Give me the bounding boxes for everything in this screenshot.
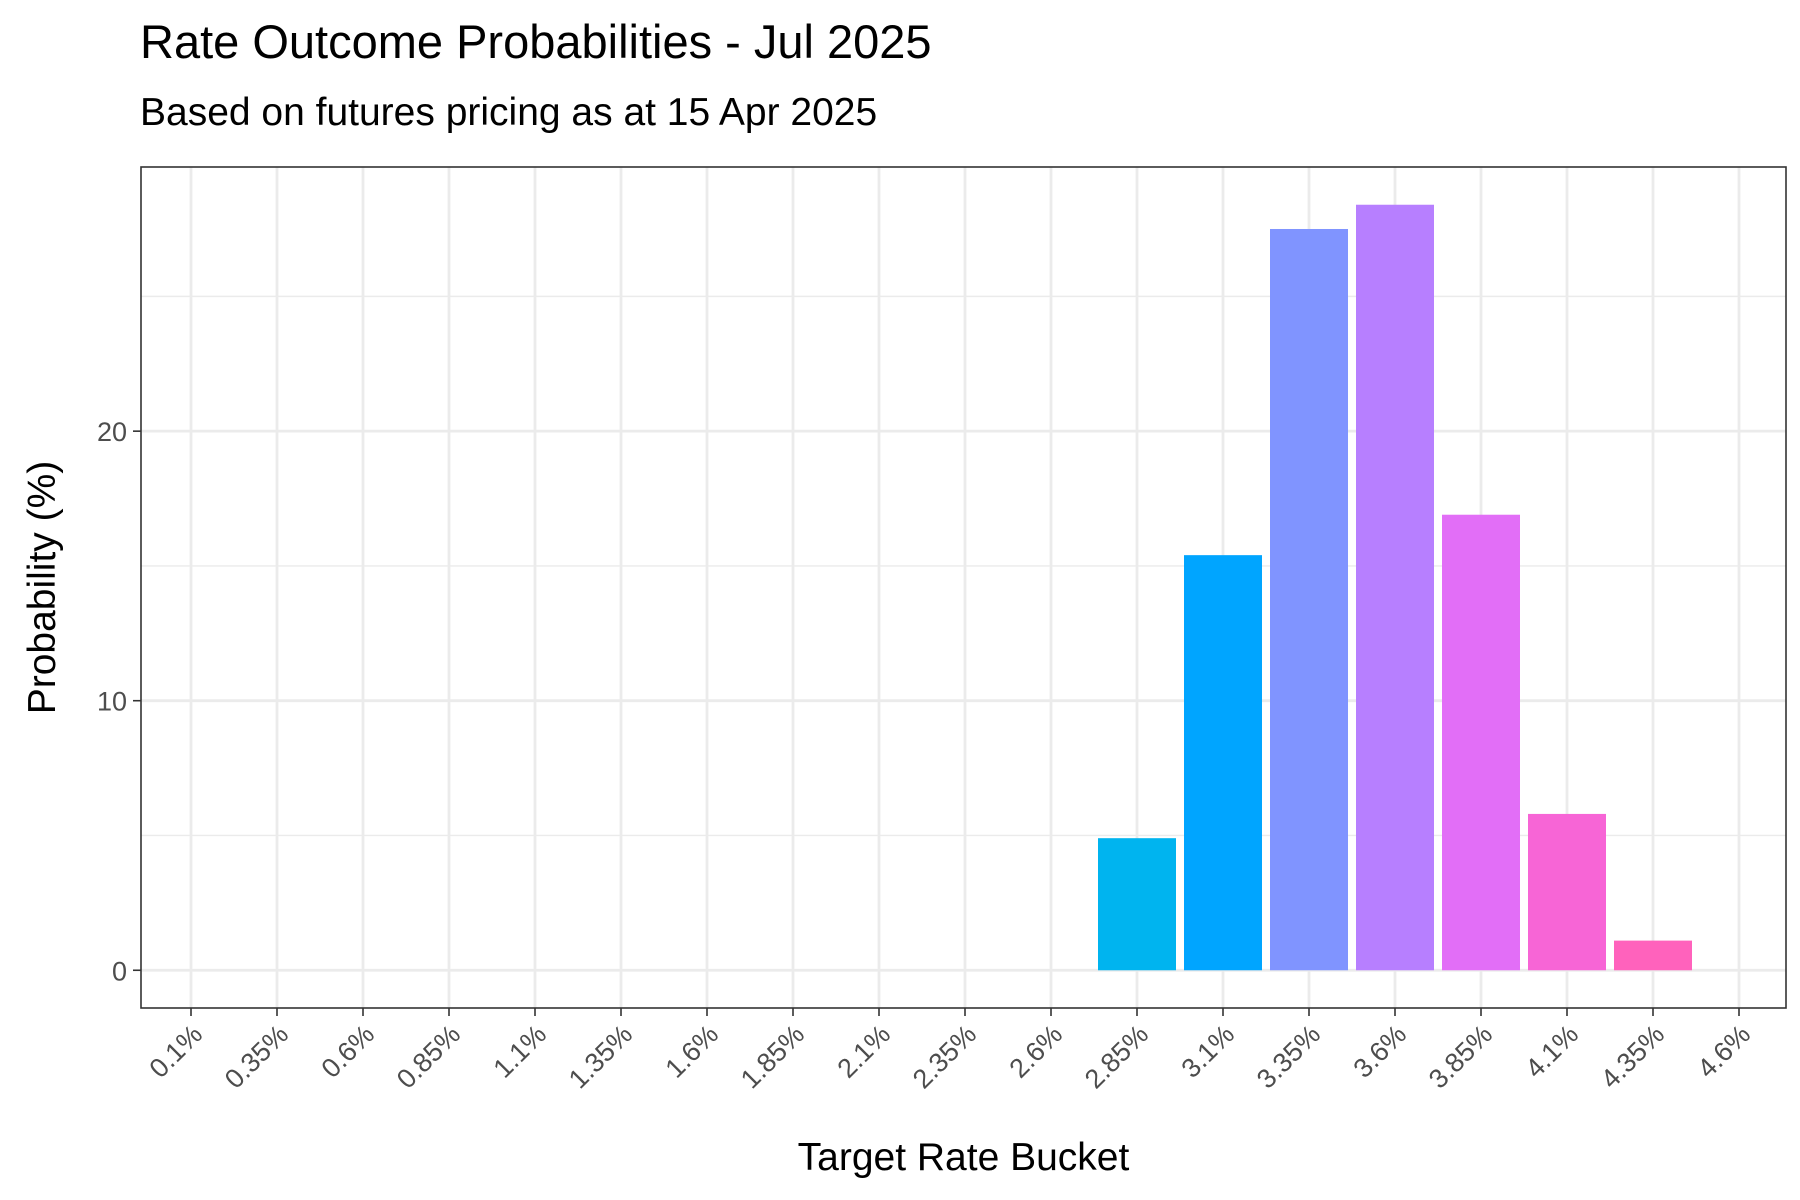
x-tick-label: 0.6%	[316, 1019, 381, 1084]
x-tick-label: 1.1%	[488, 1019, 553, 1084]
x-tick-label: 2.6%	[1004, 1019, 1069, 1084]
x-tick-label: 3.6%	[1348, 1019, 1413, 1084]
x-tick-label: 2.85%	[1079, 1019, 1154, 1094]
bar-3.85%	[1442, 514, 1520, 971]
bar-3.35%	[1270, 228, 1348, 971]
x-tick-label: 4.6%	[1692, 1019, 1757, 1084]
bar-2.85%	[1098, 838, 1176, 971]
bar-3.1%	[1184, 555, 1262, 971]
bar-4.1%	[1528, 813, 1606, 971]
y-tick-label: 20	[97, 417, 127, 447]
y-tick-label: 10	[97, 687, 127, 717]
x-tick-label: 1.6%	[660, 1019, 725, 1084]
chart-title: Rate Outcome Probabilities - Jul 2025	[140, 15, 932, 68]
x-tick-label: 3.35%	[1251, 1019, 1326, 1094]
y-axis-title: Probability (%)	[21, 461, 64, 715]
chart-subtitle: Based on futures pricing as at 15 Apr 20…	[140, 91, 878, 134]
x-axis-title: Target Rate Bucket	[798, 1136, 1130, 1179]
x-tick-label: 0.35%	[219, 1019, 294, 1094]
x-tick-label: 3.1%	[1176, 1019, 1241, 1084]
plot-panel-border	[140, 166, 1787, 1009]
x-tick-label: 2.35%	[907, 1019, 982, 1094]
x-tick-label: 2.1%	[832, 1019, 897, 1084]
x-tick-label: 1.85%	[735, 1019, 810, 1094]
bar-4.35%	[1614, 940, 1692, 971]
x-tick-label: 4.1%	[1520, 1019, 1585, 1084]
bars	[1098, 204, 1692, 971]
x-tick-label: 1.35%	[563, 1019, 638, 1094]
x-tick-label: 4.35%	[1595, 1019, 1670, 1094]
x-tick-label: 0.1%	[144, 1019, 209, 1084]
x-tick-label: 3.85%	[1423, 1019, 1498, 1094]
bar-3.6%	[1356, 204, 1434, 971]
x-tick-label: 0.85%	[391, 1019, 466, 1094]
y-tick-label: 0	[112, 956, 127, 986]
